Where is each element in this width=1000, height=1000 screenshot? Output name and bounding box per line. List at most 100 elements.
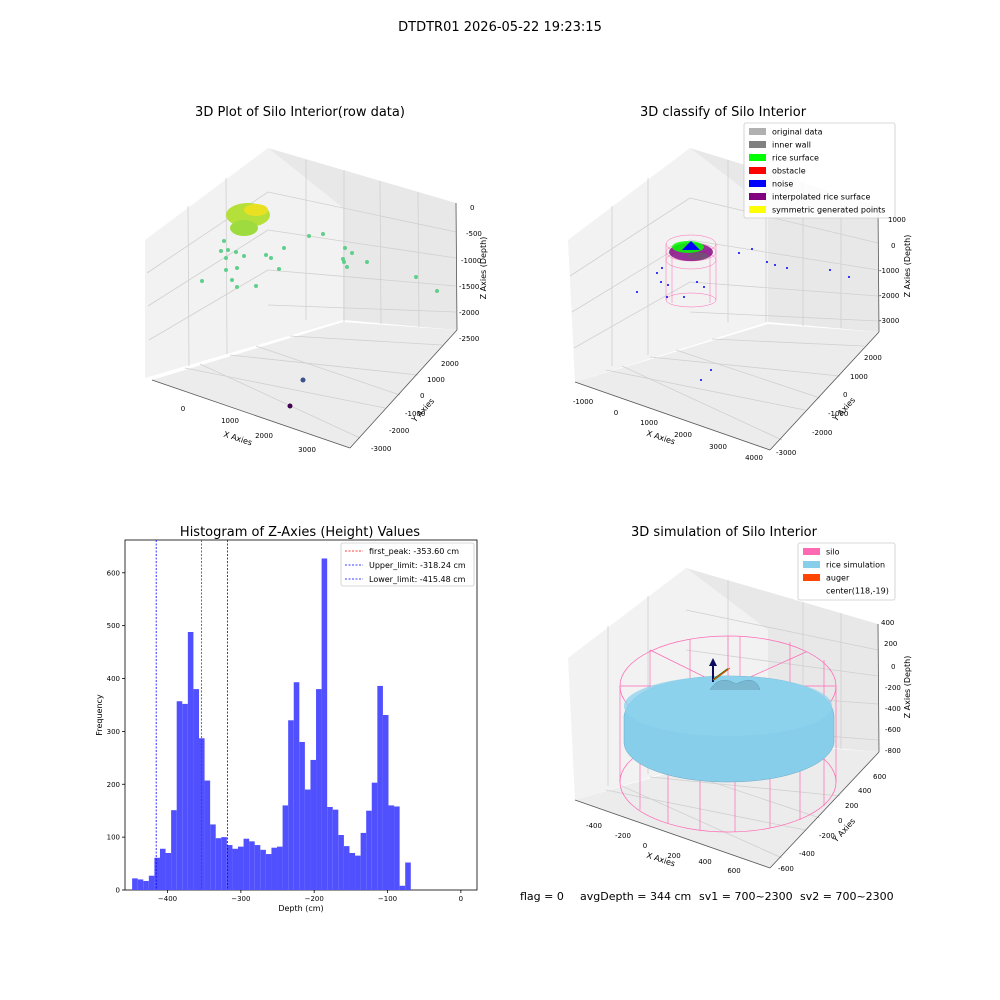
noise-point (661, 267, 663, 269)
histogram-bar (288, 720, 294, 890)
histogram-bar (327, 806, 333, 890)
raw-z-tick: -1000 (461, 257, 481, 265)
sim-z-tick: -400 (885, 705, 901, 713)
histogram-bar (399, 885, 406, 890)
x-tick-label: −400 (158, 895, 177, 903)
raw-y-tick: -1000 (405, 410, 425, 418)
histogram-bar (193, 689, 199, 890)
noise-point (774, 264, 776, 266)
raw-z-label: Z Axies (Depth) (479, 237, 488, 300)
histogram-bar (299, 741, 305, 890)
status-sv1: sv1 = 700~2300 (699, 890, 793, 903)
histogram-x-label: Depth (cm) (278, 904, 323, 913)
panel-raw-3d: 3D Plot of Silo Interior(row data) (145, 105, 488, 454)
raw-y-tick: 2000 (441, 360, 459, 368)
legend-swatch (749, 180, 766, 187)
classify-y-tick: 0 (843, 391, 847, 399)
histogram-bar (132, 878, 138, 890)
raw-panel-title: 3D Plot of Silo Interior(row data) (195, 105, 405, 120)
raw-z-tick: -2000 (459, 309, 479, 317)
raw-point (230, 278, 234, 282)
classify-silo-point-cloud (665, 234, 717, 308)
simulation-panel-title: 3D simulation of Silo Interior (631, 525, 818, 540)
histogram-bar (154, 857, 160, 890)
noise-point (636, 291, 638, 293)
histogram-bar (332, 809, 339, 890)
histogram-bar (271, 847, 278, 890)
sim-x-tick: -400 (586, 822, 602, 830)
raw-point (342, 260, 346, 264)
raw-point (277, 267, 281, 271)
y-tick-label: 100 (107, 834, 120, 842)
legend-label: silo (826, 548, 840, 557)
sim-z-tick: 400 (881, 619, 894, 627)
histogram-bar (377, 685, 383, 890)
histogram-bar (254, 845, 261, 890)
noise-point (738, 252, 740, 254)
histogram-bar (226, 845, 233, 890)
simulation-rice-surface (623, 675, 835, 783)
x-tick-label: 0 (459, 895, 463, 903)
panel-histogram: Histogram of Z-Axies (Height) Values −40… (95, 525, 478, 913)
legend-swatch (749, 141, 766, 148)
sim-z-tick: 0 (891, 663, 895, 671)
raw-point (343, 246, 347, 250)
raw-x-label: X Axies (222, 430, 253, 448)
noise-point (703, 286, 705, 288)
histogram-x-ticks: −400 −300 −200 −100 0 (158, 890, 463, 903)
classify-x-label: X Axies (645, 429, 676, 447)
legend-label: center(118,-19) (826, 587, 889, 596)
legend-label: original data (772, 128, 823, 137)
raw-point (224, 256, 228, 260)
classify-panel-title: 3D classify of Silo Interior (640, 105, 807, 120)
panel-classify-3d: 3D classify of Silo Interior (568, 105, 912, 462)
raw-x-tick: 1000 (221, 417, 239, 425)
histogram-bar (249, 841, 255, 890)
classify-x-tick: 4000 (745, 454, 763, 462)
noise-point (751, 248, 753, 250)
raw-point (242, 254, 246, 258)
legend-swatch (749, 193, 766, 200)
histogram-bar (277, 846, 283, 890)
legend-label: symmetric generated points (772, 206, 885, 215)
sim-y-tick: -400 (799, 850, 815, 858)
histogram-bar (243, 838, 250, 890)
classify-y-tick: 1000 (850, 373, 868, 381)
y-tick-label: 200 (107, 781, 120, 789)
raw-point (226, 248, 230, 252)
raw-point (365, 260, 369, 264)
histogram-bar (338, 835, 344, 890)
simulation-legend: silo rice simulation auger center(118,-1… (797, 542, 896, 601)
raw-point (222, 239, 226, 243)
noise-point (667, 284, 669, 286)
legend-swatch (803, 574, 820, 581)
noise-point (786, 267, 788, 269)
histogram-bar (176, 701, 183, 890)
histogram-bar (265, 854, 272, 890)
histogram-bar (382, 715, 389, 890)
raw-point (345, 265, 349, 269)
sim-x-tick: 400 (698, 858, 711, 866)
legend-label: rice surface (772, 154, 819, 163)
sim-x-tick: 200 (667, 852, 680, 860)
noise-point (848, 276, 850, 278)
legend-label: auger (826, 574, 850, 583)
noise-point (666, 296, 668, 298)
classify-x-tick: 1000 (640, 419, 658, 427)
classify-z-tick: 0 (891, 242, 895, 250)
sim-x-tick: 0 (643, 842, 647, 850)
noise-point (710, 369, 712, 371)
histogram-bar (366, 810, 372, 890)
simulation-auger (709, 658, 731, 682)
sim-z-tick: -200 (885, 684, 901, 692)
legend-label: obstacle (772, 167, 806, 176)
classify-y-tick: -3000 (776, 449, 796, 457)
legend-label: Lower_limit: -415.48 cm (369, 575, 466, 584)
legend-label: inner wall (772, 141, 811, 150)
sim-x-tick: 600 (727, 867, 740, 875)
legend-swatch (803, 548, 820, 555)
status-line: flag = 0 avgDepth = 344 cm sv1 = 700~230… (520, 890, 894, 903)
y-tick-label: 0 (116, 887, 120, 895)
histogram-bar (371, 782, 378, 890)
histogram-bar (304, 789, 311, 890)
